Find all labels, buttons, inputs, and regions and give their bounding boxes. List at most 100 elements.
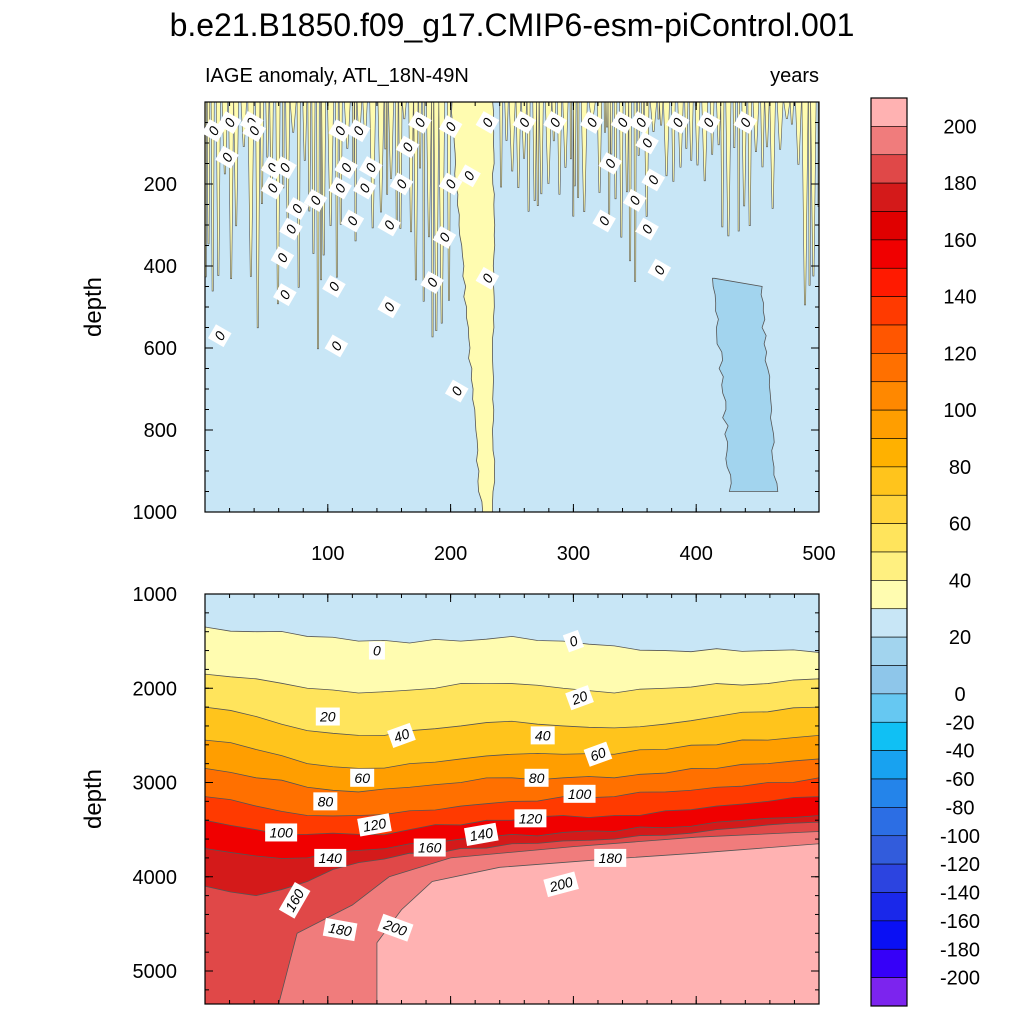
contour-label: 0 [377,295,401,319]
colorbar-swatch [870,693,908,723]
contour-label: 0 [475,266,500,290]
colorbar-label: -20 [946,712,975,734]
svg-text:200: 200 [547,873,575,895]
svg-text:40: 40 [535,727,551,743]
colorbar-swatch [870,239,908,269]
contour-label: 0 [328,119,352,143]
contour-label: 80 [524,768,549,787]
contour-label: 180 [594,848,627,867]
y-tick-label: 2000 [133,678,178,700]
positive-spike [422,102,425,302]
svg-text:180: 180 [327,920,353,940]
contour-label: 0 [215,145,239,169]
svg-text:100: 100 [269,824,293,840]
positive-spike [275,102,281,305]
positive-spike [504,102,509,141]
contour-label: 0 [733,111,758,134]
positive-spike [663,102,670,177]
colorbar-label: 20 [949,627,971,649]
contour-label: 80 [313,792,338,811]
contour-label: 0 [377,213,401,237]
contour-label: 200 [377,913,414,942]
positive-spike [233,102,239,227]
y-tick-label: 400 [144,256,177,278]
contour-label: 140 [314,848,347,867]
positive-spike [499,102,503,188]
colorbar-label: 180 [943,173,976,195]
positive-spike [228,102,234,279]
y-tick-label: 4000 [133,867,178,889]
contour-label: 0 [635,131,659,155]
contour-label: 0 [395,135,420,159]
colorbar-label: 80 [949,457,971,479]
colorbar-label: 0 [954,684,965,706]
positive-spike [408,102,414,233]
colorbar-swatch [870,948,908,978]
colorbar-swatch [870,721,908,751]
positive-spike [386,102,389,195]
contour-label: 0 [647,258,672,282]
colorbar-swatch [870,97,908,127]
contour-label: 0 [408,111,432,134]
colorbar-swatch [870,409,908,439]
y-tick-label: 800 [144,420,177,442]
positive-spike [688,102,694,161]
contour-label: 20 [565,685,594,711]
svg-text:100: 100 [568,786,592,802]
positive-spike [752,102,760,152]
positive-spike [532,102,537,201]
positive-spike [659,102,664,126]
positive-spike [657,102,660,120]
positive-spike [801,102,809,306]
contour-label: 0 [512,111,537,134]
positive-spike [580,102,588,212]
x-tick-label: 400 [680,543,713,565]
svg-text:180: 180 [599,850,623,866]
positive-spike [265,102,270,158]
svg-text:60: 60 [588,744,608,764]
colorbar-label: 60 [949,514,971,536]
contour-label: 0 [432,225,457,249]
contour-label: 20 [315,707,340,726]
contour-label: 0 [641,168,666,192]
positive-spike [720,102,725,228]
positive-spike [438,102,445,324]
positive-spike [302,102,308,161]
contour-label: 60 [583,741,613,767]
svg-text:140: 140 [468,824,494,844]
contour-label: 0 [346,119,371,143]
colorbar-swatch [870,211,908,241]
contour-label: 0 [457,164,481,188]
x-tick-label: 200 [434,543,467,565]
colorbar-swatch [870,324,908,354]
contour-label: 0 [273,156,297,180]
positive-spike [795,102,802,165]
lower-contour-labels: 0 0 20 20 40 40 60 60 80 80 100 100 120 120 140 140 160 1… [265,629,627,942]
positive-spike [628,102,632,262]
contour-label: 140 [463,822,499,846]
colorbar-swatch [870,750,908,780]
y-tick-label: 600 [144,338,177,360]
positive-spike [426,102,432,238]
positive-spike [206,102,211,245]
svg-text:200: 200 [381,916,410,939]
colorbar-label: 140 [943,287,976,309]
contour-label: 0 [285,197,309,221]
colorbar-swatch [870,494,908,524]
positive-spike [573,102,577,187]
positive-spike [776,102,784,150]
x-tick-label: 100 [311,543,344,565]
contour-label: 0 [598,152,623,175]
colorbar-swatch [870,438,908,468]
positive-spike [694,102,701,166]
colorbar-swatch [870,551,908,581]
colorbar-swatch [870,835,908,865]
contour-label: 200 [543,871,579,898]
colorbar-swatch [870,182,908,212]
colorbar-swatch [870,807,908,837]
svg-text:140: 140 [319,850,343,866]
positive-spike [760,102,765,168]
positive-spike [605,102,609,128]
colorbar-swatch [870,636,908,666]
positive-spike [562,102,569,168]
